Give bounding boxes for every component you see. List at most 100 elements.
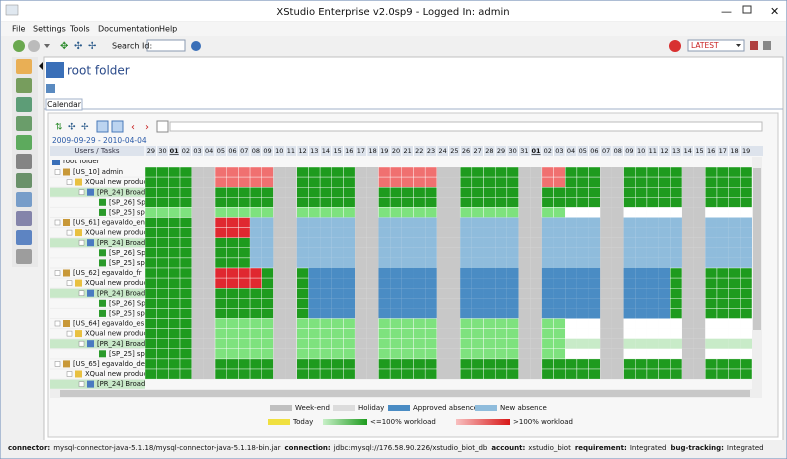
node-label[interactable]: [SP_25] spr [109,259,148,267]
timeline-slider[interactable] [169,121,763,132]
node-label[interactable]: [PR_24] Broadc [97,289,149,297]
expand-toggle[interactable] [78,239,85,246]
expand-toggle[interactable] [78,189,85,195]
scroll-thumb[interactable] [60,390,750,397]
menu-item[interactable]: Settings [33,25,66,34]
collapse-arrow[interactable] [39,62,43,70]
expand-toggle[interactable] [54,320,61,327]
calendar-cell [588,166,601,178]
sidebar-button[interactable] [16,78,32,93]
calendar-cell [261,166,274,178]
node-label[interactable]: [SP_25] spr [109,208,148,216]
sidebar-button[interactable] [16,154,32,169]
expand-toggle[interactable] [54,361,61,367]
node-label[interactable]: [SP_25] spr [109,350,148,358]
node-label[interactable]: [US_62] egavaldo_fr [73,269,142,277]
view-button[interactable] [111,120,124,133]
node-label[interactable]: [US_65] egavaldo_de [73,360,145,368]
close-button[interactable]: ✕ [770,5,779,18]
node-label[interactable]: XQual new product [85,330,150,338]
calendar-cell [565,268,577,279]
expand-toggle[interactable] [66,330,73,337]
node-label[interactable]: [US_61] egavaldo_en [73,219,145,227]
sidebar-button[interactable] [16,192,32,207]
scroll-thumb[interactable] [753,168,761,330]
expand-toggle[interactable] [78,381,85,387]
sidebar-button[interactable] [16,97,32,112]
tab[interactable] [45,98,83,111]
sidebar-button[interactable] [16,135,32,150]
calendar-cell [611,268,624,279]
sidebar-button[interactable] [16,59,32,74]
node-label[interactable]: [SP_25] spr [109,309,148,317]
sidebar-button[interactable] [16,249,32,264]
calendar-cell [740,328,752,339]
sidebar-button[interactable] [16,116,32,131]
menu-item[interactable]: Documentation [98,25,160,34]
node-label[interactable]: XQual new product [85,229,150,237]
calendar-cell [518,177,531,188]
expand-toggle[interactable] [78,340,85,347]
expand-toggle[interactable] [54,270,61,276]
node-label[interactable]: [US_64] egavaldo_es [73,320,145,328]
menu-item[interactable]: Help [159,25,177,34]
search-input[interactable] [146,39,186,52]
search-label: Search Id: [112,42,152,51]
menu-item[interactable]: File [12,25,25,34]
maximize-button[interactable] [742,5,752,14]
node-label[interactable]: [PR_24] Broadc [97,380,149,388]
calendar-cell [553,308,566,319]
collapse-button[interactable]: ✢ [88,41,96,52]
calendar-cell [249,358,262,370]
calendar-cell [226,237,239,248]
node-label[interactable]: XQual new product [85,279,150,287]
node-label[interactable]: [US_10] admin [73,168,123,176]
calendar-cell [331,217,344,228]
view-button[interactable] [96,120,109,133]
node-label[interactable]: [PR_24] Broadc [97,188,149,196]
sync-button[interactable]: ✥ [60,41,68,52]
forward-button[interactable] [28,40,40,52]
expand-toggle[interactable] [54,219,61,226]
calendar-cell [401,207,414,218]
back-button[interactable] [13,40,25,52]
minimize-button[interactable]: — [721,5,732,18]
sidebar-button[interactable] [16,211,32,226]
calendar-cell [250,237,262,248]
node-label[interactable]: [SP_26] Sp [109,249,146,257]
expand-toggle[interactable] [66,179,73,185]
help-button[interactable] [191,41,201,51]
refresh-tree-button[interactable]: ⇅ [55,123,63,133]
expand-button[interactable]: ✣ [74,41,82,52]
node-label[interactable]: XQual new product [85,370,150,378]
zoom-button[interactable] [156,120,169,133]
refresh-button[interactable] [669,40,681,52]
calendar-cell [203,227,216,238]
node-icon [87,380,94,388]
expand-toggle[interactable] [66,371,73,377]
collapse-tree-button[interactable]: ✢ [81,123,89,133]
expand-toggle[interactable] [66,280,73,286]
menu-item[interactable]: Tools [69,25,90,34]
tag-button[interactable] [763,41,771,50]
tag-button[interactable] [750,41,758,50]
expand-toggle[interactable] [78,290,85,296]
node-label[interactable]: [SP_26] Sp [109,198,146,206]
history-dropdown[interactable] [44,44,50,48]
sidebar-button[interactable] [16,230,32,245]
node-label[interactable]: [PR_24] Broadc [97,340,149,348]
next-button[interactable]: › [145,122,149,133]
sidebar-button[interactable] [16,173,32,188]
version-select[interactable] [687,39,745,52]
node-label[interactable]: XQual new product [85,178,150,186]
node-label[interactable]: [PR_24] Broadc [97,239,149,247]
expand-toggle[interactable] [66,229,73,236]
calendar-cell [273,268,286,279]
calendar-cell [693,247,706,258]
node-label[interactable]: [SP_26] Sp [109,299,146,307]
calendar-cell [378,298,391,309]
tab-label[interactable]: Calendar [47,100,82,109]
expand-toggle[interactable] [54,169,61,175]
expand-tree-button[interactable]: ✣ [68,123,76,133]
previous-button[interactable]: ‹ [131,122,135,133]
